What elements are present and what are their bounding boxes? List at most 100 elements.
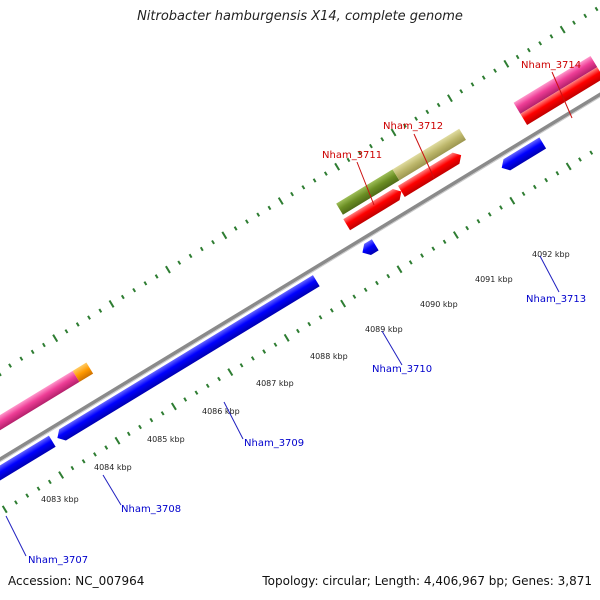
- scale-tick: [205, 383, 210, 389]
- scale-tick: [459, 89, 464, 94]
- leader-line-nham-3711: [356, 161, 375, 206]
- scale-tick: [177, 260, 182, 265]
- gene-label-nham-3710[interactable]: Nham_3710: [372, 364, 432, 375]
- gene-label-nham-3712[interactable]: Nham_3712: [383, 121, 443, 132]
- scale-tick: [132, 287, 137, 293]
- leader-line-nham-3714: [551, 71, 573, 119]
- cds-arrow-reverse[interactable]: [498, 137, 547, 173]
- scale-tick: [160, 411, 165, 416]
- feature-block-magenta[interactable]: [513, 55, 598, 114]
- scale-tick: [221, 231, 228, 240]
- scale-tick: [104, 445, 109, 450]
- leader-line-nham-3713: [539, 255, 560, 293]
- scale-tick: [555, 171, 560, 176]
- scale-tick: [301, 185, 306, 190]
- scale-label: 4083 kbp: [41, 495, 79, 504]
- scale-tick: [503, 59, 510, 68]
- scale-tick: [442, 239, 447, 245]
- scale-tick: [465, 225, 470, 231]
- scale-tick: [183, 397, 188, 402]
- gene-label-nham-3713[interactable]: Nham_3713: [526, 294, 586, 305]
- scale-tick: [532, 184, 537, 190]
- scale-tick: [194, 390, 199, 395]
- gene-label-nham-3709[interactable]: Nham_3709: [244, 438, 304, 449]
- scale-tick: [572, 20, 576, 25]
- scale-tick: [408, 260, 413, 265]
- accession-text: Accession: NC_007964: [8, 574, 145, 588]
- scale-label: 4084 kbp: [94, 463, 132, 472]
- gene-label-nham-3708[interactable]: Nham_3708: [121, 504, 181, 515]
- scale-tick: [52, 334, 59, 343]
- cds-arrow-forward[interactable]: [343, 186, 404, 231]
- scale-tick: [425, 109, 430, 115]
- scale-tick: [19, 356, 24, 361]
- scale-tick: [499, 205, 503, 210]
- gene-label-nham-3707[interactable]: Nham_3707: [28, 555, 88, 566]
- leader-line-nham-3707: [5, 515, 27, 557]
- gene-label-nham-3711[interactable]: Nham_3711: [322, 150, 382, 161]
- scale-label: 4090 kbp: [420, 300, 458, 309]
- gene-label-nham-3714[interactable]: Nham_3714: [521, 60, 581, 71]
- gene-callout-lines: [5, 71, 573, 557]
- scale-label: 4092 kbp: [532, 250, 570, 259]
- scale-tick: [98, 308, 103, 313]
- scale-tick: [526, 47, 531, 53]
- cds-block-reverse[interactable]: [0, 435, 56, 482]
- scale-tick: [290, 191, 294, 197]
- scale-tick: [357, 150, 362, 156]
- scale-tick: [559, 25, 566, 34]
- scale-tick: [273, 342, 278, 347]
- scale-tick: [126, 431, 131, 437]
- feature-block-olive[interactable]: [336, 169, 400, 215]
- scale-tick: [42, 342, 46, 348]
- scale-tick: [431, 246, 436, 251]
- scale-tick: [363, 287, 368, 293]
- scale-tick: [188, 253, 193, 259]
- scale-tick: [87, 315, 91, 320]
- scale-tick: [589, 150, 594, 155]
- feature-block-orange[interactable]: [72, 362, 94, 382]
- scale-label: 4088 kbp: [310, 352, 348, 361]
- scale-tick: [594, 6, 599, 12]
- genome-stats-text: Topology: circular; Length: 4,406,967 bp…: [262, 574, 592, 588]
- scale-tick: [307, 321, 312, 327]
- scale-tick: [256, 212, 261, 217]
- scale-tick: [75, 322, 80, 327]
- scale-tick: [149, 417, 154, 423]
- cds-arrow-reverse[interactable]: [359, 239, 379, 258]
- feature-tracks: [0, 55, 600, 482]
- scale-tick: [199, 246, 204, 252]
- leader-line-nham-3710: [381, 330, 403, 366]
- scale-tick: [436, 102, 441, 108]
- scale-tick: [154, 274, 159, 279]
- feature-block-khaki[interactable]: [392, 128, 466, 181]
- scale-tick: [165, 265, 171, 274]
- scale-label: 4085 kbp: [147, 435, 185, 444]
- scale-tick: [470, 82, 475, 87]
- scale-tick: [390, 128, 397, 137]
- scale-tick: [481, 75, 486, 80]
- scale-tick: [538, 41, 543, 46]
- scale-labels: 4083 kbp 4084 kbp 4085 kbp 4086 kbp 4087 kbp…: [41, 250, 570, 504]
- scale-label: 4086 kbp: [202, 407, 240, 416]
- scale-label: 4091 kbp: [475, 275, 513, 284]
- leader-line-nham-3708: [102, 474, 122, 506]
- cds-arrow-forward[interactable]: [397, 150, 465, 198]
- scale-tick: [170, 402, 177, 411]
- cds-arrow-reverse[interactable]: [54, 275, 320, 444]
- scale-tick: [143, 281, 148, 286]
- scale-tick: [549, 34, 554, 39]
- scale-tick: [114, 436, 121, 445]
- scale-label: 4089 kbp: [365, 325, 403, 334]
- scale-tick: [578, 157, 582, 162]
- scale-tick: [81, 459, 86, 464]
- scale-tick: [93, 452, 97, 457]
- scale-label: 4087 kbp: [256, 379, 294, 388]
- feature-block-magenta[interactable]: [0, 370, 80, 445]
- scale-tick: [414, 116, 418, 121]
- scale-tick: [70, 465, 75, 471]
- scale-tick: [396, 265, 403, 274]
- scale-tick: [25, 493, 30, 498]
